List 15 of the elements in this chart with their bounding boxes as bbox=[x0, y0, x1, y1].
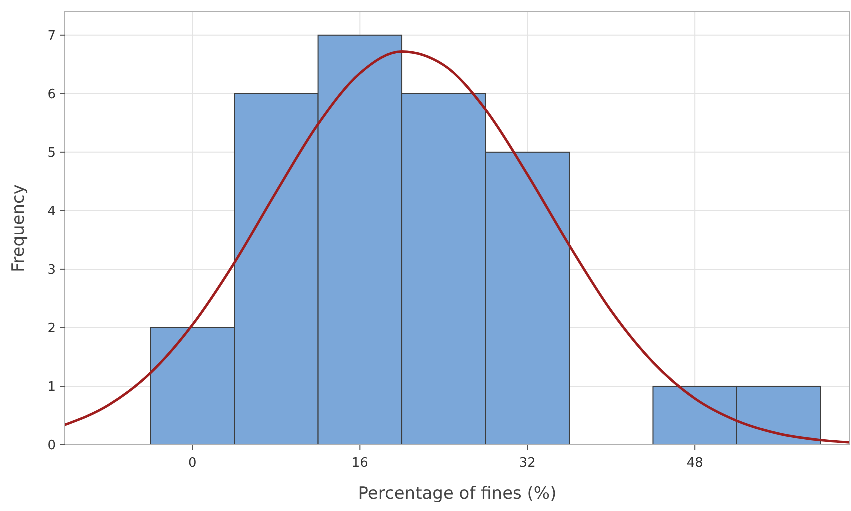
x-tick-label: 16 bbox=[352, 456, 368, 471]
y-tick-label: 7 bbox=[48, 28, 56, 44]
y-axis-title: Frequency bbox=[9, 184, 29, 272]
y-tick-label: 1 bbox=[48, 380, 56, 396]
x-tick-label: 48 bbox=[686, 456, 704, 471]
y-tick-label: 6 bbox=[48, 87, 56, 102]
x-tick-label: 0 bbox=[188, 456, 197, 471]
y-tick-label: 4 bbox=[48, 204, 56, 220]
x-axis-title: Percentage of fines (%) bbox=[358, 484, 557, 504]
line-series bbox=[64, 50, 851, 444]
y-tick-label: 2 bbox=[48, 322, 56, 337]
y-tick-label: 0 bbox=[48, 438, 56, 454]
y-tick-label: 5 bbox=[48, 146, 56, 161]
x-tick-label: 32 bbox=[519, 456, 536, 471]
y-tick-label: 3 bbox=[48, 263, 56, 278]
